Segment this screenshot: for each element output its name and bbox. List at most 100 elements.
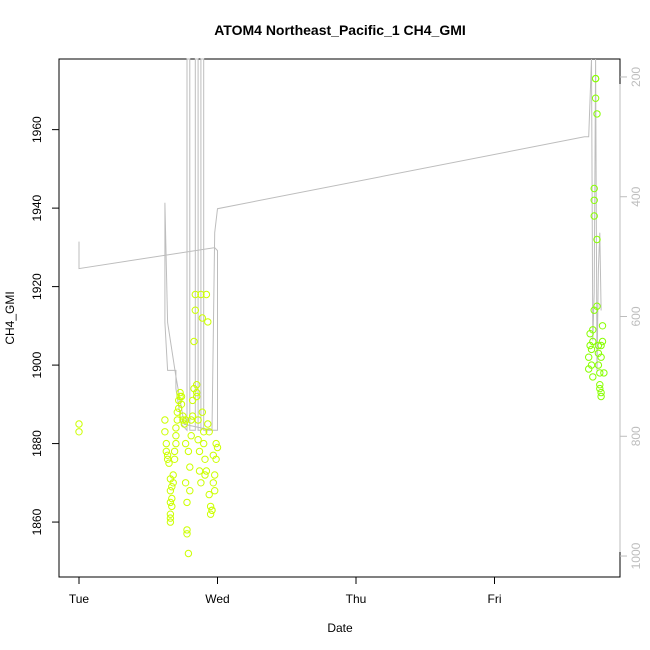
data-point <box>168 502 176 511</box>
y-axis-ticks: 1860 1880 1900 1920 1940 1960 <box>30 116 59 535</box>
right-tick-label: 800 <box>629 426 643 446</box>
y-tick-label: 1880 <box>30 430 44 457</box>
data-point <box>593 110 601 118</box>
x-tick-label: Thu <box>346 592 367 606</box>
data-point <box>201 471 209 479</box>
data-point <box>187 416 195 424</box>
data-point <box>181 416 190 424</box>
data-point <box>593 235 601 244</box>
data-point <box>211 487 219 495</box>
data-point <box>176 388 184 397</box>
data-point <box>184 549 193 558</box>
data-point <box>206 502 215 511</box>
right-tick-label: 600 <box>629 306 643 326</box>
data-point <box>205 428 213 436</box>
data-point <box>177 400 186 408</box>
plot-frame <box>58 58 621 578</box>
data-point <box>193 388 201 397</box>
y-tick-label: 1960 <box>30 116 44 143</box>
data-point <box>212 455 220 463</box>
data-point <box>597 392 605 401</box>
data-point <box>596 369 604 377</box>
data-point <box>202 467 211 475</box>
y-axis-label: CH4_GMI <box>3 291 17 344</box>
data-point <box>170 455 179 463</box>
data-point <box>75 428 83 436</box>
x-axis-label: Date <box>327 621 353 635</box>
data-point <box>183 526 191 534</box>
y-tick-label: 1940 <box>30 194 44 221</box>
chart-title: ATOM4 Northeast_Pacific_1 CH4_GMI <box>214 22 466 38</box>
data-point <box>209 479 218 487</box>
data-point <box>590 196 598 205</box>
right-axis-ticks: 200 400 600 800 1000 <box>620 67 643 569</box>
data-point <box>161 428 169 436</box>
data-point <box>589 326 597 334</box>
data-point <box>195 447 204 456</box>
data-point <box>587 361 596 369</box>
data-point <box>587 345 596 354</box>
data-point <box>170 447 179 456</box>
data-point <box>163 455 172 463</box>
data-point <box>166 518 175 526</box>
data-point <box>594 361 603 369</box>
y-tick-label: 1860 <box>30 508 44 535</box>
data-point <box>589 373 597 381</box>
y-tick-label: 1900 <box>30 351 44 378</box>
data-point <box>197 290 205 299</box>
pressure-line-layer <box>78 58 602 432</box>
data-point <box>75 420 83 428</box>
data-point <box>206 510 215 518</box>
data-point <box>166 487 175 495</box>
data-point <box>169 471 177 479</box>
x-tick-label: Tue <box>69 592 90 606</box>
data-point <box>188 396 197 405</box>
data-point <box>200 428 208 436</box>
data-point <box>184 447 193 456</box>
data-point <box>598 322 607 330</box>
data-point <box>202 290 211 299</box>
data-point <box>180 420 189 428</box>
data-point <box>161 416 169 424</box>
data-point <box>208 506 216 514</box>
data-point <box>194 436 202 444</box>
scatter-points-layer <box>75 74 608 558</box>
x-axis-ticks: Tue Wed Thu Fri <box>69 577 502 606</box>
right-tick-label: 200 <box>629 67 643 87</box>
data-point <box>198 408 207 416</box>
data-point <box>186 487 194 495</box>
data-point <box>596 384 604 393</box>
data-point <box>193 392 201 401</box>
data-point <box>181 479 190 487</box>
data-point <box>179 416 187 424</box>
data-point <box>596 381 604 389</box>
data-point <box>183 498 191 507</box>
data-point <box>211 471 219 479</box>
data-point <box>163 451 172 459</box>
data-point <box>169 479 177 487</box>
data-point <box>204 420 212 428</box>
data-point <box>204 318 212 326</box>
data-point <box>162 439 171 448</box>
data-point <box>183 530 191 538</box>
x-tick-label: Wed <box>205 592 229 606</box>
data-point <box>168 494 176 503</box>
data-point <box>177 392 186 401</box>
data-point <box>197 479 205 487</box>
data-point <box>195 467 204 475</box>
data-point <box>193 381 201 389</box>
data-point <box>212 439 220 448</box>
data-point <box>201 455 209 463</box>
data-point <box>597 341 605 350</box>
data-point <box>600 369 608 377</box>
data-point <box>173 408 182 416</box>
data-point <box>181 439 190 448</box>
pressure-line <box>78 58 602 432</box>
data-point <box>166 498 175 507</box>
data-point <box>591 94 600 102</box>
data-point <box>598 337 607 346</box>
data-point <box>213 443 222 452</box>
data-point <box>188 412 197 420</box>
data-point <box>166 514 175 522</box>
